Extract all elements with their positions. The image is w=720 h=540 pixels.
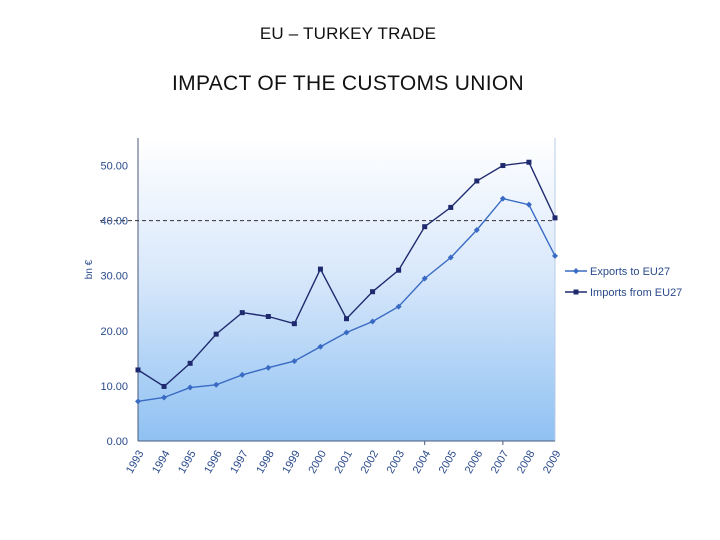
slide-subtitle: IMPACT OF THE CUSTOMS UNION: [172, 72, 524, 95]
data-point-imports: [370, 289, 376, 295]
data-point-exports: [525, 201, 532, 208]
y-tick-label: 50.00: [100, 161, 128, 173]
x-tick-label: 2008: [515, 449, 538, 476]
data-point-imports: [526, 159, 532, 165]
x-tick-label: 1995: [176, 449, 199, 476]
y-tick-label: 10.00: [100, 381, 128, 393]
data-point-exports: [239, 371, 246, 378]
y-tick-label: 30.00: [100, 271, 128, 283]
x-tick-label: 2002: [359, 449, 382, 476]
legend-label: Exports to EU27: [590, 266, 670, 278]
y-tick-label: 40.00: [100, 216, 128, 228]
data-point-exports: [265, 364, 272, 371]
x-tick-label: 1999: [280, 449, 303, 476]
data-point-imports: [344, 316, 349, 322]
data-point-exports: [187, 384, 194, 391]
data-point-exports: [343, 329, 350, 336]
data-point-imports: [291, 321, 297, 327]
data-point-imports: [135, 367, 141, 373]
data-point-exports: [317, 343, 324, 350]
y-tick-label: 0.00: [107, 436, 128, 448]
data-point-exports: [473, 227, 480, 234]
data-point-exports: [369, 318, 376, 325]
x-tick-label: 1994: [150, 449, 173, 476]
data-point-exports: [421, 275, 428, 282]
x-tick-label: 2004: [411, 449, 434, 476]
data-point-imports: [239, 310, 245, 316]
x-tick-label: 1997: [228, 449, 251, 476]
y-tick-label: 20.00: [100, 326, 128, 338]
data-point-imports: [187, 360, 193, 366]
x-tick-label: 2000: [306, 449, 329, 476]
legend-marker: [573, 268, 579, 274]
y-axis-label: bn €: [84, 259, 95, 279]
slide-title: EU – TURKEY TRADE: [259, 24, 437, 43]
x-tick-label: 2007: [489, 449, 512, 476]
data-point-imports: [552, 215, 558, 221]
data-point-imports: [500, 163, 506, 169]
data-point-imports: [317, 266, 323, 272]
plot-area-background: [138, 138, 555, 441]
data-point-imports: [448, 204, 454, 210]
data-point-exports: [499, 195, 506, 202]
x-tick-label: 2005: [437, 449, 460, 476]
data-point-exports: [135, 398, 141, 405]
data-point-imports: [422, 224, 428, 230]
legend-marker: [573, 289, 579, 295]
data-point-imports: [213, 331, 219, 337]
data-point-imports: [161, 383, 167, 389]
x-tick-label: 2009: [541, 449, 564, 476]
data-point-exports: [213, 381, 220, 388]
data-point-imports: [396, 267, 402, 273]
data-point-exports: [447, 254, 454, 261]
x-tick-label: 1993: [124, 449, 147, 476]
legend-label: Imports from EU27: [590, 287, 682, 299]
x-tick-label: 2001: [332, 449, 355, 476]
x-tick-label: 2003: [385, 449, 408, 476]
data-point-exports: [552, 252, 558, 259]
data-point-exports: [395, 303, 402, 310]
x-tick-label: 2006: [463, 449, 486, 476]
data-point-imports: [474, 178, 480, 184]
x-tick-label: 1998: [254, 449, 277, 476]
data-point-exports: [161, 394, 168, 401]
data-point-exports: [291, 358, 298, 365]
x-tick-label: 1996: [202, 449, 225, 476]
data-point-imports: [265, 313, 271, 319]
